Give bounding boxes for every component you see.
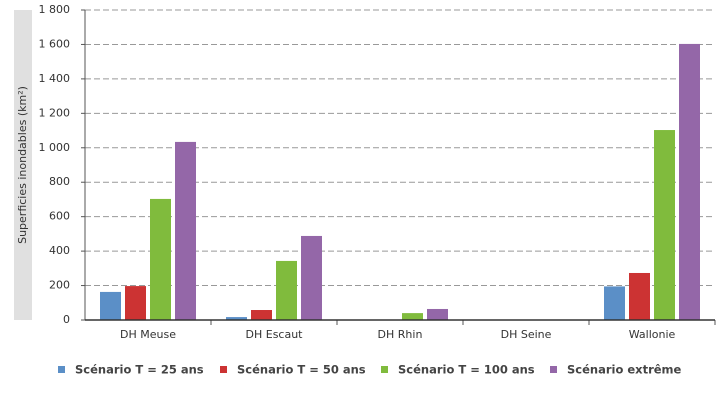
x-tick-label: DH Meuse	[120, 328, 176, 341]
y-tick-label: 800	[49, 175, 70, 188]
legend-marker	[58, 366, 65, 373]
legend-label: Scénario T = 100 ans	[398, 363, 535, 377]
bar	[276, 260, 297, 320]
bar	[226, 317, 247, 320]
legend-label: Scénario T = 25 ans	[75, 363, 204, 377]
bar	[402, 313, 423, 320]
x-tick-label: DH Escaut	[246, 328, 304, 341]
bar	[150, 198, 171, 320]
y-label-band	[14, 10, 32, 320]
bar	[679, 43, 700, 321]
legend-marker	[550, 366, 557, 373]
bar	[125, 286, 146, 320]
x-tick-label: DH Rhin	[378, 328, 423, 341]
bar	[100, 291, 121, 320]
legend-marker	[220, 366, 227, 373]
bar	[301, 235, 322, 320]
bar	[427, 308, 448, 320]
legend-marker	[381, 366, 388, 373]
bar	[654, 130, 675, 320]
bar	[629, 272, 650, 320]
x-tick-label: Wallonie	[629, 328, 676, 341]
bar	[175, 141, 196, 320]
y-tick-label: 1 000	[39, 141, 71, 154]
y-tick-label: 200	[49, 279, 70, 292]
bar	[251, 310, 272, 320]
legend-label: Scénario T = 50 ans	[237, 363, 366, 377]
legend-label: Scénario extrême	[567, 363, 682, 377]
y-tick-label: 1 400	[39, 72, 71, 85]
y-axis-label: Superficies inondables (km²)	[16, 86, 29, 244]
y-tick-label: 1 200	[39, 106, 71, 119]
bar	[604, 286, 625, 320]
x-tick-label: DH Seine	[501, 328, 552, 341]
y-tick-label: 400	[49, 244, 70, 257]
y-tick-label: 600	[49, 210, 70, 223]
y-tick-label: 1 600	[39, 37, 71, 50]
y-tick-label: 1 800	[39, 3, 71, 16]
y-tick-label: 0	[63, 313, 70, 326]
